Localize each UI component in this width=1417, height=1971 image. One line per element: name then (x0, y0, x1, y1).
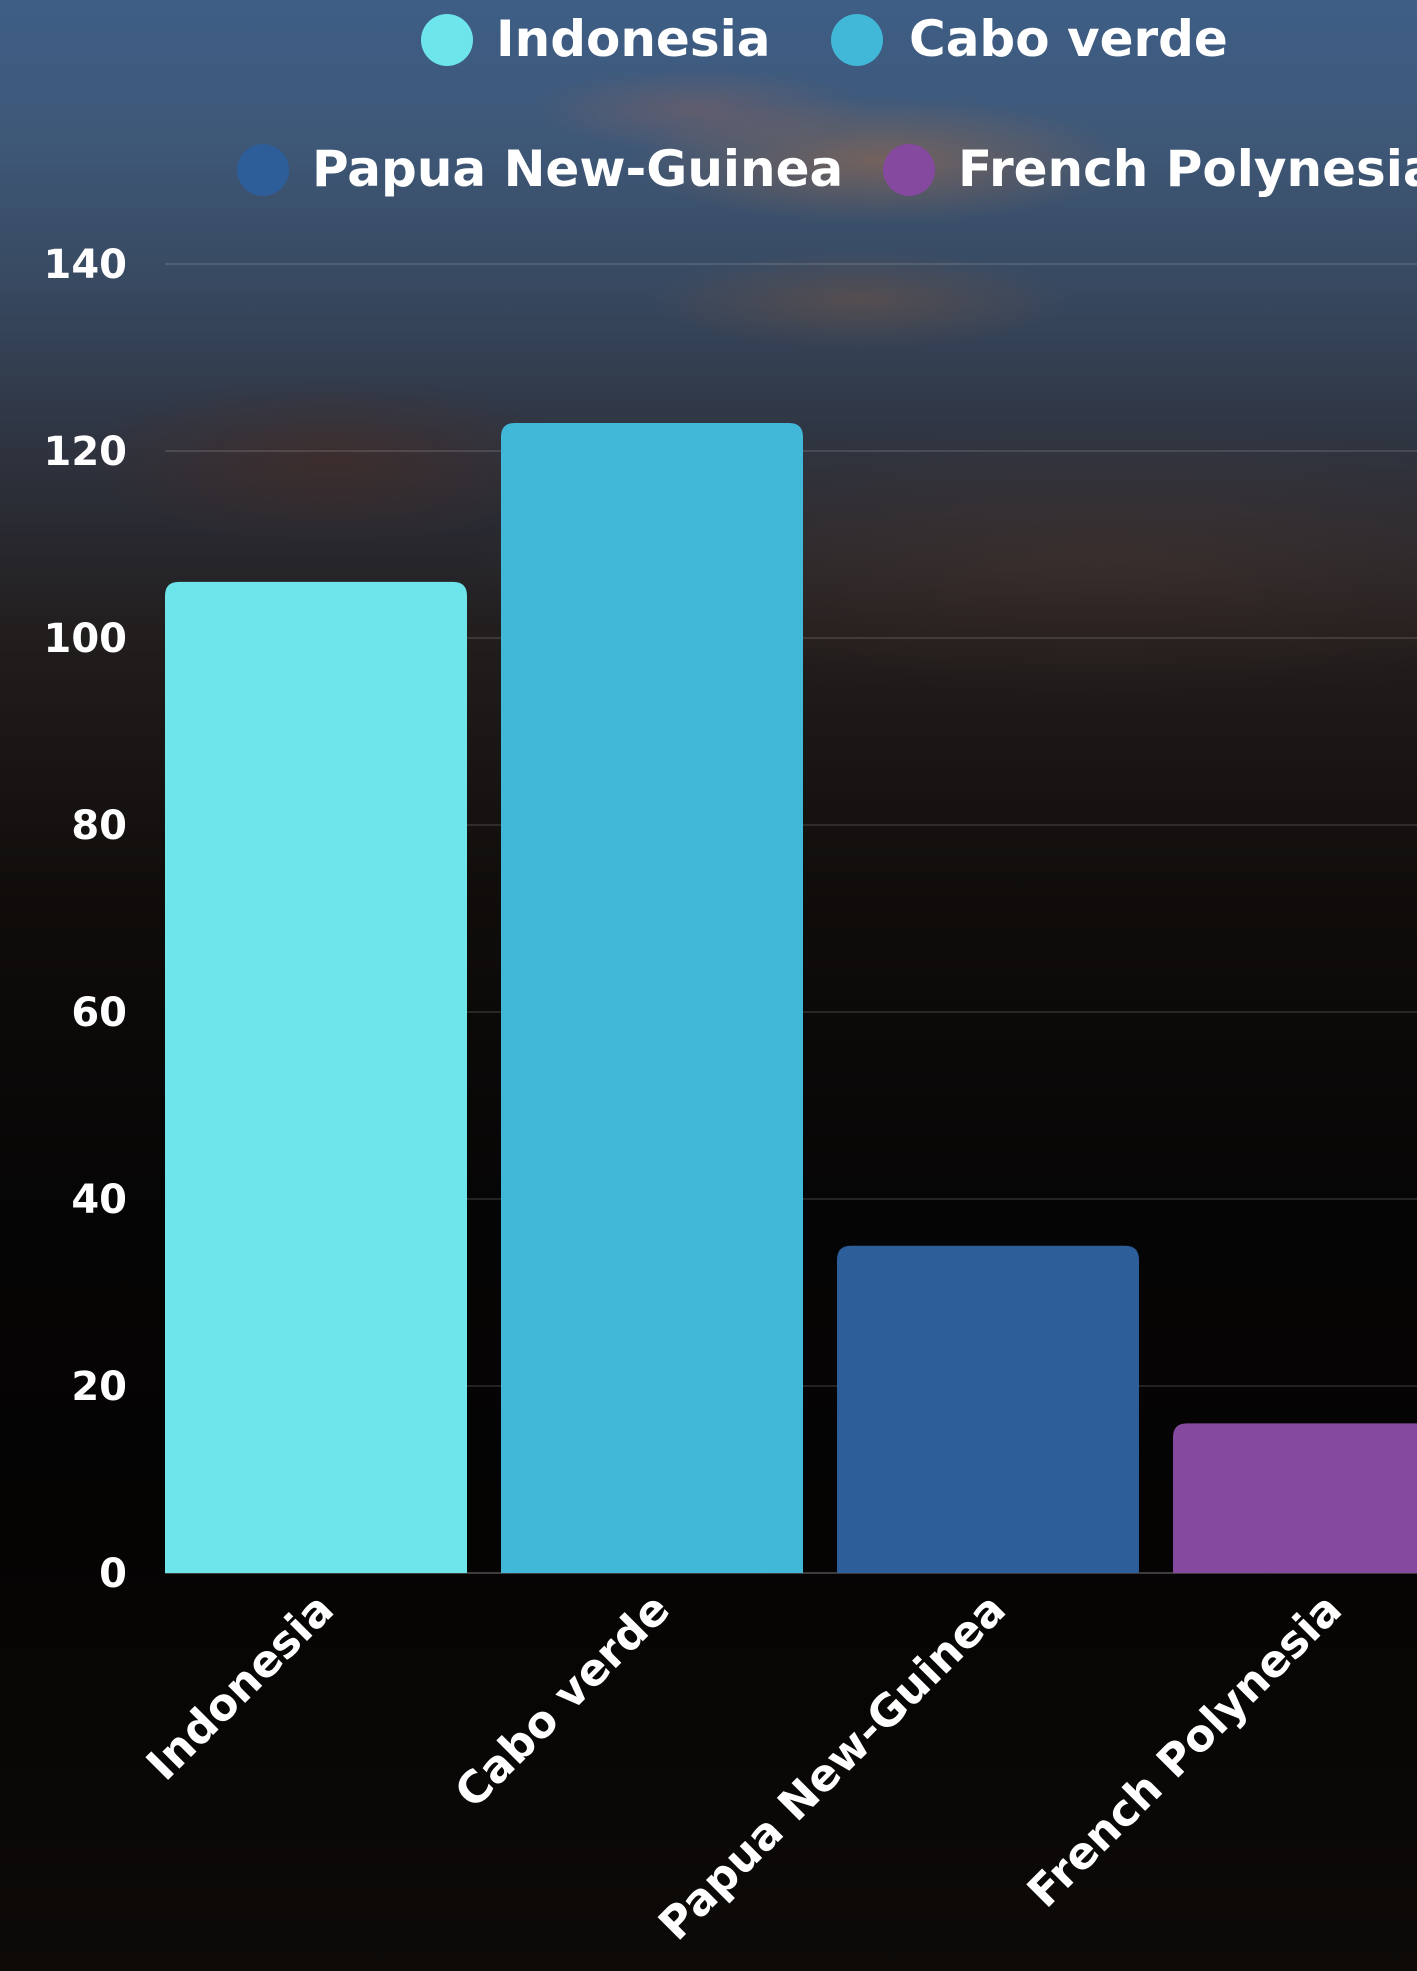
legend-label: French Polynesia (958, 140, 1417, 198)
x-tick-label: Cabo verde (445, 1584, 679, 1818)
y-tick-label: 60 (71, 990, 127, 1036)
legend-label: Papua New-Guinea (312, 140, 843, 198)
legend-swatch (831, 14, 883, 66)
legend-label: Cabo verde (909, 10, 1228, 68)
legend-item[interactable]: Cabo verde (831, 10, 1228, 68)
y-tick-label: 120 (44, 429, 128, 475)
legend-swatch (883, 144, 935, 196)
bars (165, 422, 1417, 1574)
x-tick-label: Indonesia (137, 1584, 344, 1791)
legend: Indonesia Cabo verde Papua New-Guinea Frenc… (237, 10, 1417, 198)
y-tick-label: 40 (71, 1177, 127, 1223)
bar-cabo-verde[interactable] (501, 422, 803, 1574)
y-tick-label: 0 (99, 1551, 127, 1597)
legend-item[interactable]: Indonesia (421, 10, 771, 68)
y-tick-label: 100 (44, 616, 128, 662)
legend-swatch (237, 144, 289, 196)
x-tick-label: Papua New-Guinea (649, 1584, 1016, 1951)
y-axis: 0 20 40 60 80 100 120 140 (44, 242, 128, 1597)
legend-item[interactable]: Papua New-Guinea (237, 140, 843, 198)
y-tick-label: 20 (71, 1364, 127, 1410)
y-tick-label: 140 (44, 242, 128, 288)
x-tick-label: French Polynesia (1018, 1584, 1352, 1918)
bar-papua-new-guinea[interactable] (837, 1245, 1139, 1573)
bar-french-polynesia[interactable] (1173, 1423, 1417, 1573)
legend-swatch (421, 14, 473, 66)
legend-item[interactable]: French Polynesia (883, 140, 1417, 198)
y-tick-label: 80 (71, 803, 127, 849)
legend-label: Indonesia (496, 10, 771, 68)
bar-indonesia[interactable] (165, 581, 467, 1573)
